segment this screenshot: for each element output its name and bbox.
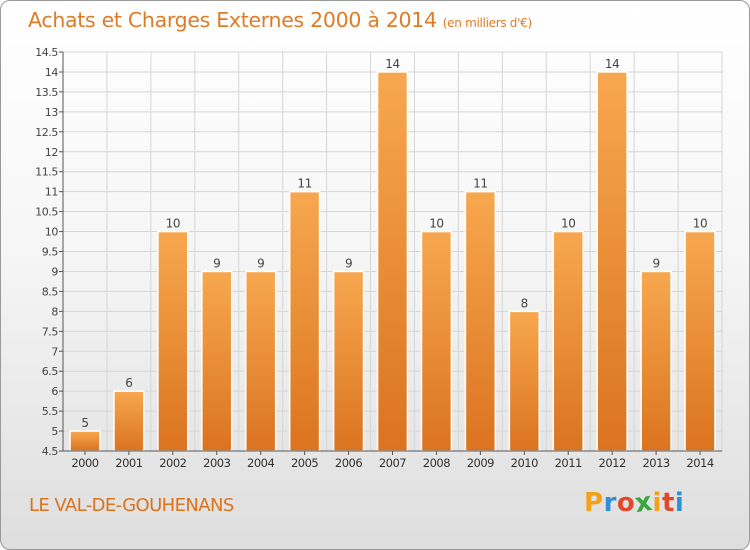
logo-letter: P xyxy=(584,488,604,518)
y-tick-label: 13 xyxy=(45,106,59,119)
data-label: 9 xyxy=(652,256,659,270)
data-label: 5 xyxy=(81,416,88,430)
x-tick-label: 2008 xyxy=(423,456,450,470)
y-tick-label: 7 xyxy=(51,345,58,358)
data-label: 11 xyxy=(473,177,487,191)
x-tick-label: 2012 xyxy=(599,456,626,470)
bar xyxy=(157,230,189,452)
y-tick-label: 11 xyxy=(45,186,58,199)
logo-letter: r xyxy=(603,488,617,518)
bar xyxy=(113,390,145,452)
commune-name: LE VAL-DE-GOUHENANS xyxy=(29,495,234,516)
y-tick-label: 8 xyxy=(51,305,58,318)
data-label: 11 xyxy=(297,177,311,191)
y-tick-label: 4.5 xyxy=(42,445,59,458)
bar xyxy=(508,310,540,452)
axes: 4.5 5 5.5 6 6.5 7 7.5 8 8.5 9 9.5 10 10.5 11 11.5 12 12.… xyxy=(35,46,722,470)
data-label: 9 xyxy=(257,256,264,270)
x-tick-label: 2004 xyxy=(247,456,274,470)
x-tick-label: 2002 xyxy=(159,456,186,470)
y-tick-label: 9.5 xyxy=(42,246,59,259)
bar xyxy=(376,71,409,452)
data-label: 10 xyxy=(429,217,443,231)
data-label: 6 xyxy=(125,376,132,390)
y-tick-label: 8.5 xyxy=(42,285,59,298)
x-tick-label: 2000 xyxy=(71,456,98,470)
x-tick-label: 2011 xyxy=(555,456,582,470)
x-tick-label: 2005 xyxy=(291,456,318,470)
y-tick-label: 12.5 xyxy=(35,126,58,139)
y-tick-label: 10.5 xyxy=(35,206,58,219)
data-label: 10 xyxy=(166,217,180,231)
bar xyxy=(684,230,716,452)
bar xyxy=(245,270,277,452)
data-label: 10 xyxy=(693,217,707,231)
bar xyxy=(552,230,584,452)
data-label: 8 xyxy=(521,296,528,310)
bar xyxy=(420,230,453,452)
bar xyxy=(69,430,101,452)
bar xyxy=(288,190,321,452)
logo-letter: o xyxy=(616,488,636,518)
y-tick-label: 6 xyxy=(51,385,58,398)
x-tick-label: 2010 xyxy=(511,456,538,470)
x-tick-label: 2007 xyxy=(379,456,406,470)
bar xyxy=(464,190,497,452)
data-label: 14 xyxy=(605,57,619,71)
data-label: 9 xyxy=(213,256,220,270)
y-tick-label: 7.5 xyxy=(42,325,59,338)
x-tick-label: 2006 xyxy=(335,456,362,470)
y-tick-label: 9 xyxy=(51,265,58,278)
y-tick-label: 11.5 xyxy=(35,166,58,179)
y-tick-label: 14.5 xyxy=(35,46,58,59)
y-tick-label: 12 xyxy=(45,146,58,159)
y-tick-label: 14 xyxy=(45,66,59,79)
logo-letter: i xyxy=(674,488,685,518)
logo-letter: i xyxy=(652,488,662,518)
data-label: 14 xyxy=(385,57,399,71)
chart-title: Achats et Charges Externes 2000 à 2014 (e… xyxy=(28,8,532,32)
logo-letter: x xyxy=(633,486,655,520)
x-tick-label: 2014 xyxy=(686,456,713,470)
y-tick-label: 6.5 xyxy=(42,365,59,378)
logo-letter: t xyxy=(661,488,675,518)
y-tick-label: 5.5 xyxy=(42,405,59,418)
y-tick-label: 5 xyxy=(51,425,58,438)
bar xyxy=(332,270,365,452)
bar xyxy=(201,270,233,452)
x-tick-label: 2003 xyxy=(203,456,230,470)
proxiti-logo[interactable]: Proxiti xyxy=(584,486,685,520)
data-label: 10 xyxy=(561,217,575,231)
x-tick-label: 2009 xyxy=(467,456,494,470)
y-tick-label: 10 xyxy=(45,226,59,239)
bar xyxy=(640,270,672,452)
title-unit: (en milliers d'€) xyxy=(442,16,532,30)
title-text: Achats et Charges Externes 2000 à 2014 xyxy=(28,8,437,32)
x-tick-label: 2013 xyxy=(642,456,669,470)
x-tick-label: 2001 xyxy=(115,456,142,470)
bar xyxy=(596,71,628,452)
data-label: 9 xyxy=(345,256,352,270)
y-tick-label: 13.5 xyxy=(35,86,58,99)
